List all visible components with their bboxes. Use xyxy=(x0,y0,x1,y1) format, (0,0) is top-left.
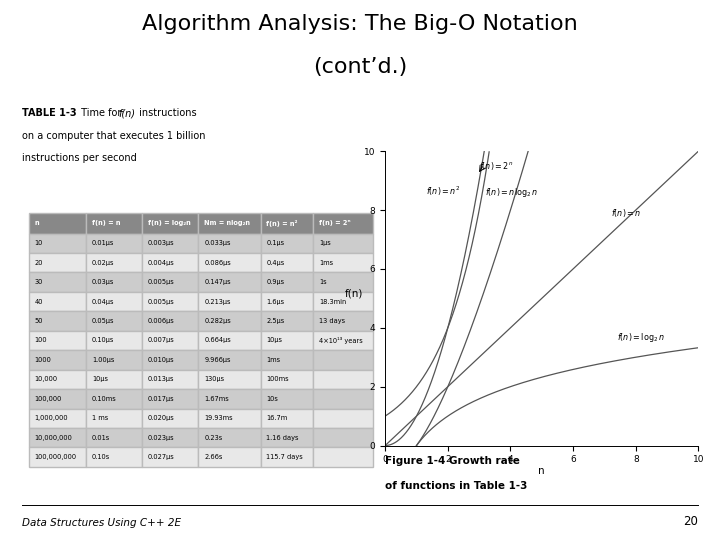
Text: TABLE 1-3: TABLE 1-3 xyxy=(22,108,76,118)
Text: Data Structures Using C++ 2E: Data Structures Using C++ 2E xyxy=(22,518,181,528)
Text: instructions: instructions xyxy=(136,108,197,118)
Text: $f(n)=n\log_2 n$: $f(n)=n\log_2 n$ xyxy=(485,186,539,199)
Y-axis label: f(n): f(n) xyxy=(345,288,363,298)
Text: $f(n)=2^n$: $f(n)=2^n$ xyxy=(480,160,513,172)
Text: Algorithm Analysis: The Big-O Notation: Algorithm Analysis: The Big-O Notation xyxy=(142,14,578,33)
Text: $f(n)=n^2$: $f(n)=n^2$ xyxy=(426,185,460,198)
Text: $f(n)=n$: $f(n)=n$ xyxy=(611,207,642,219)
Text: of functions in Table 1-3: of functions in Table 1-3 xyxy=(385,481,528,491)
Text: (cont’d.): (cont’d.) xyxy=(313,57,407,77)
Text: Time for: Time for xyxy=(78,108,125,118)
Text: instructions per second: instructions per second xyxy=(22,153,136,164)
Text: 20: 20 xyxy=(683,515,698,528)
Text: f(n): f(n) xyxy=(118,108,135,118)
X-axis label: n: n xyxy=(539,465,545,476)
Text: on a computer that executes 1 billion: on a computer that executes 1 billion xyxy=(22,131,205,141)
Text: $f(n)=\log_2 n$: $f(n)=\log_2 n$ xyxy=(617,330,665,343)
Text: Figure 1-4 Growth rate: Figure 1-4 Growth rate xyxy=(385,456,520,467)
